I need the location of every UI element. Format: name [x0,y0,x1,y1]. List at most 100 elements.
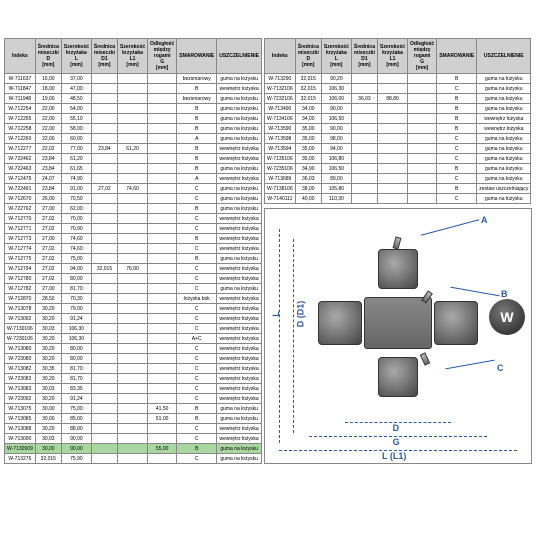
table-cell: wewnętrz łożyska [217,174,262,184]
col-header: USZCZELNIENIE [477,39,531,74]
table-cell: 106,30 [61,324,91,334]
table-cell: wewnętrz łożyska [217,294,262,304]
table-cell: W-712260 [5,134,36,144]
table-cell: W-712780 [5,274,36,284]
right-table-wrap: IndeksŚrednicamiseczkiD[mm]Szerokośćkrzy… [264,38,532,204]
table-cell: guma na łożysku [217,184,262,194]
table-cell [378,164,408,174]
col-header: SzerokośćkrzyżakaL1[mm] [118,39,148,74]
table-cell [408,134,437,144]
table-cell: wewnętrz łożyska [217,264,262,274]
table-cell: B [177,414,217,424]
table-cell: wewnętrz łożyska [217,354,262,364]
table-cell: guma na łożysku [217,414,262,424]
table-cell [118,254,148,264]
table-cell: 22,00 [35,124,61,134]
table-cell: 91,24 [61,314,91,324]
table-cell [148,284,177,294]
table-cell: 22,02 [35,144,61,154]
table-cell: 81,70 [61,284,91,294]
table-cell: C [177,284,217,294]
table-cell: B [437,184,477,194]
table-cell: 34,00 [295,104,321,114]
table-cell: 32,015 [295,84,321,94]
table-cell [118,244,148,254]
table-row: W-72249123,8491,0027,0274,60Cguma na łoż… [5,184,262,194]
point-C: C [497,363,504,373]
table-cell: guma na łożysku [217,124,262,134]
table-cell [148,74,177,84]
table-cell: C [177,264,217,274]
table-cell: 34,90 [295,164,321,174]
table-cell: W-712870 [5,294,36,304]
table-row: W-71327632,01575,90Cguma na łożysku [5,454,262,464]
table-cell: C [177,194,217,204]
table-cell: W-713598 [264,134,295,144]
table-cell: 27,02 [35,274,61,284]
label-L-vert: L [271,311,281,317]
table-cell: W-722491 [5,184,36,194]
table-cell: wewnętrz łożyska [217,434,262,444]
table-cell [118,344,148,354]
table-row: W-71309030,0390,00Cwewnętrz łożyska [5,434,262,444]
table-cell: C [437,134,477,144]
table-row: W-71247524,0774,90Awewnętrz łożyska [5,174,262,184]
table-cell: wewnętrz łożyska [217,214,262,224]
table-cell: W-713088 [5,424,36,434]
table-cell: guma na łożysku [217,404,262,414]
table-cell: 30,20 [35,304,61,314]
table-cell [91,224,117,234]
table-cell [378,104,408,114]
table-cell: 30,03 [35,324,61,334]
table-cell [148,174,177,184]
right-table: IndeksŚrednicamiseczkiD[mm]Szerokośćkrzy… [264,38,531,204]
table-cell: 30,35 [35,364,61,374]
table-cell: guma na łożysku [217,194,262,204]
table-cell: 106,50 [321,164,351,174]
table-cell: B [177,204,217,214]
table-row: W-71225422,0054,00Bguma na łożysku [5,104,262,114]
table-cell [148,94,177,104]
table-cell [408,114,437,124]
table-row: W-713810638,00105,80Bzestaw uszczelniają… [264,184,530,194]
table-cell: C [437,144,477,154]
table-cell: W-712782 [5,284,36,294]
cap-left [318,301,362,345]
table-row: W-71359035,0090,00Bwewnętrz łożyska [264,124,530,134]
table-cell: C [437,174,477,184]
table-row: W-71359835,0098,00Cguma na łożysku [264,134,530,144]
table-cell: C [177,244,217,254]
table-cell [148,124,177,134]
table-cell: 91,00 [61,184,91,194]
table-cell: 22,00 [35,104,61,114]
table-cell: 30,20 [35,344,61,354]
table-cell [148,384,177,394]
table-cell [91,154,117,164]
table-cell [118,204,148,214]
table-cell: guma na łożysku [217,114,262,124]
table-cell: wewnętrz łożyska [217,334,262,344]
table-row: W-713410634,00106,50Bwewnętrz łożyska [264,114,530,124]
table-cell [91,274,117,284]
table-cell: B [177,254,217,264]
table-row: W-72309230,2091,24Cwewnętrz łożyska [5,394,262,404]
table-row: W-71308230,3581,70Cwewnętrz łożyska [5,364,262,374]
table-cell: B [177,154,217,164]
table-row: W-71287028,5070,30łożyska bokwewnętrz ło… [5,294,262,304]
table-cell [118,334,148,344]
table-cell: W-7130106 [5,324,36,334]
table-row: W-71226022,0060,00Aguma na łożysku [5,134,262,144]
table-cell: 27,00 [35,204,61,214]
table-row: W-713210632,015106,30Cguma na łożysku [264,84,530,94]
table-cell: wewnętrz łożyska [217,394,262,404]
col-header: ŚrednicamiseczkiD[mm] [35,39,61,74]
col-header: OdległośćmiędzyrogamiG[mm] [148,39,177,74]
table-cell: C [177,274,217,284]
table-row: W-71225822,0058,00Bguma na łożysku [5,124,262,134]
table-cell [118,404,148,414]
table-cell [351,144,377,154]
table-cell [118,164,148,174]
table-cell [91,454,117,464]
table-cell [91,314,117,324]
table-cell [351,174,377,184]
